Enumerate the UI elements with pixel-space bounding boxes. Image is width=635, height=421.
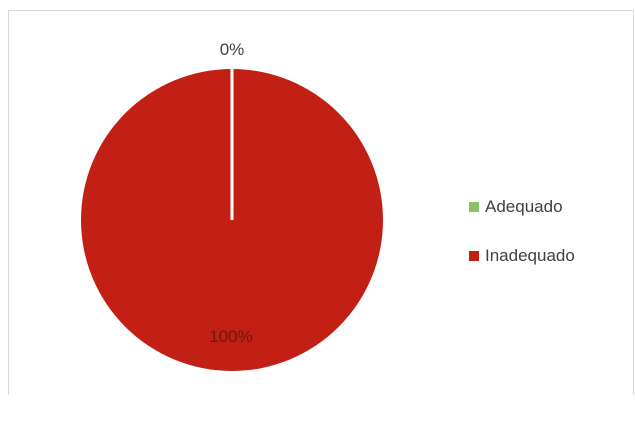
legend-swatch-adequado: [469, 202, 479, 212]
legend: Adequado Inadequado: [469, 195, 575, 293]
chart-area: 0% 100% Adequado Inadequado: [8, 10, 634, 395]
legend-item-inadequado: Inadequado: [469, 244, 575, 268]
legend-label-inadequado: Inadequado: [485, 246, 575, 265]
pie-chart: [81, 69, 383, 371]
legend-label-adequado: Adequado: [485, 197, 563, 216]
data-label-adequado: 0%: [219, 40, 245, 59]
data-label-inadequado: 100%: [209, 327, 253, 346]
legend-item-adequado: Adequado: [469, 195, 575, 219]
legend-swatch-inadequado: [469, 251, 479, 261]
